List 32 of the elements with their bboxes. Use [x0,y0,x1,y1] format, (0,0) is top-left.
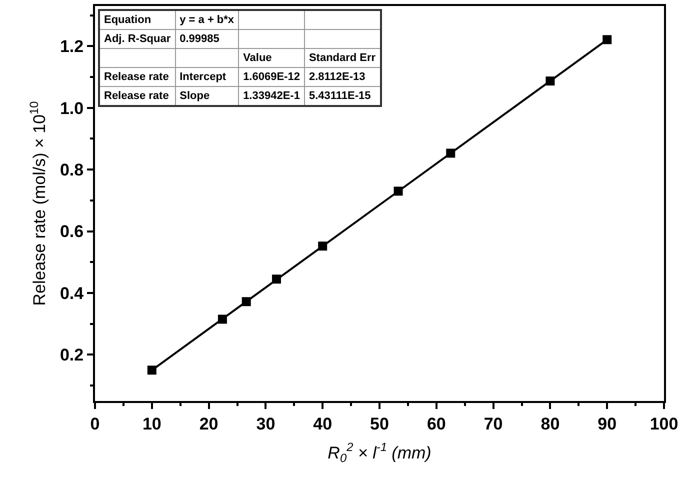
annotation: Standard Err [304,48,381,68]
annotation: Equation [99,10,176,30]
annotation: Release rate [99,68,176,86]
annotation: y = a + b*x [175,10,239,30]
y-tick-label: 1.2 [60,37,84,56]
annotation: Release rate [99,86,176,106]
annotation: 5.43111E-15 [304,86,381,106]
x-tick-label: 90 [598,414,617,434]
y-tick-label: 0.4 [60,284,84,303]
x-tick-label: 10 [142,414,162,434]
x-tick-label: 70 [484,414,503,434]
annotation: 2.8112E-13 [304,68,381,86]
y-tick-label: 1.0 [60,98,84,118]
x-tick-label: 20 [199,414,218,434]
annotation: 0.99985 [175,30,239,48]
y-tick-label: 0.2 [60,346,84,365]
y-tick-label: 0.6 [60,222,84,242]
annotation: Adj. R-Squar [99,30,176,48]
x-axis-title: R$_{0}$$^{2}$ × l$^{-1}$ (mm) [328,440,432,465]
annotation: Value [238,48,304,68]
annotation: 1.6069E-12 [238,68,304,86]
x-tick-label: 30 [256,414,276,434]
x-tick-label: 40 [313,414,332,434]
x-tick-label: 50 [370,414,389,434]
annotation: 1.33942E-1 [238,86,304,106]
x-tick-label: 80 [540,414,560,434]
x-tick-label: 0 [90,414,100,434]
annotation: Slope [175,86,239,106]
y-tick-label: 0.8 [60,160,84,180]
x-tick-label: 100 [650,414,678,434]
x-tick-label: 60 [426,414,446,434]
annotation: Intercept [175,68,239,86]
